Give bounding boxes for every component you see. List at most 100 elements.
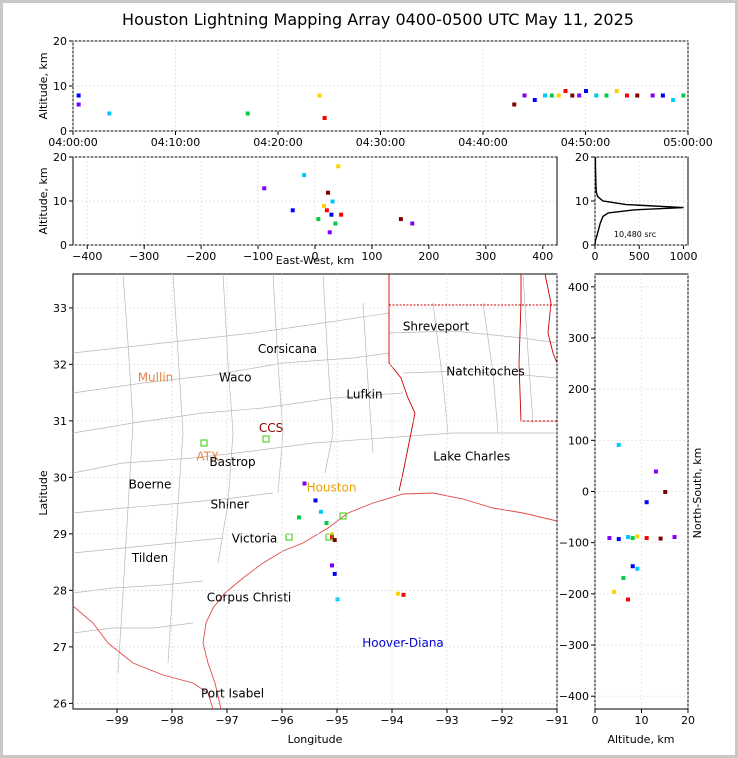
altitude-ns-ylabel: North-South, km — [691, 448, 704, 539]
ew-altitude-point — [316, 217, 321, 222]
time-altitude-point — [107, 111, 112, 116]
time-altitude-xtick-label: 04:30:00 — [356, 136, 405, 149]
map-place-label: Mullin — [138, 370, 174, 384]
time-altitude-point — [681, 93, 686, 98]
altitude-ns-point — [607, 536, 612, 541]
altitude-ns-point — [644, 536, 649, 541]
altitude-histogram-xtick-label: 500 — [629, 250, 650, 263]
ew-altitude-point — [329, 212, 334, 217]
time-altitude-point — [556, 93, 561, 98]
map-ytick-label: 32 — [53, 358, 67, 371]
time-altitude-point — [625, 93, 629, 98]
ew-altitude-xtick-label: 300 — [475, 250, 496, 263]
map-ticks: −99 −98 −97 −96 −95 −94 −93 −92 −91 26 27 28 29 30 31 3… — [53, 274, 569, 727]
ew-altitude-ytick-label: 0 — [60, 239, 67, 252]
coastline — [72, 492, 558, 710]
ew-altitude-ylabel: Altitude, km — [37, 167, 50, 234]
altitude-ns-xtick-label: 0 — [592, 714, 599, 727]
map-ytick-label: 28 — [53, 584, 67, 597]
altitude-ns-point — [658, 536, 663, 541]
time-altitude-xtick-label: 05:00:00 — [663, 136, 712, 149]
ew-altitude-xtick-label: 200 — [418, 250, 439, 263]
altitude-ns-points — [607, 442, 677, 602]
time-altitude-ytick-label: 20 — [53, 35, 67, 48]
ew-altitude-points — [262, 164, 415, 235]
source-count-annotation: 10,480 src — [614, 230, 656, 239]
time-altitude-point — [322, 116, 327, 120]
ew-altitude-point — [322, 203, 327, 208]
altitude-histogram-line — [594, 157, 684, 246]
map-point — [302, 481, 307, 486]
time-altitude-xtick-label: 04:20:00 — [253, 136, 302, 149]
altitude-ns-ytick-label: 400 — [568, 281, 589, 294]
time-altitude-panel: 04:00:00 04:10:00 04:20:00 04:30:00 04:40:00… — [37, 35, 713, 149]
chart-title: Houston Lightning Mapping Array 0400-050… — [122, 10, 634, 29]
altitude-histogram-panel: 0 500 1000 0 10 20 10,480 src — [575, 151, 698, 263]
lma-figure: Houston Lightning Mapping Array 0400-050… — [37, 10, 713, 746]
time-altitude-ytick-label: 0 — [60, 125, 67, 138]
altitude-ns-xtick-label: 10 — [635, 714, 649, 727]
map-place-label: Corsicana — [258, 342, 317, 356]
county-borders — [72, 273, 558, 674]
ew-altitude-xlabel: East-West, km — [276, 254, 354, 267]
map-point — [324, 521, 329, 526]
altitude-ns-point — [635, 534, 640, 539]
time-altitude-xtick-label: 04:50:00 — [561, 136, 610, 149]
map-point — [335, 597, 340, 602]
time-altitude-points — [76, 89, 686, 120]
time-altitude-ylabel: Altitude, km — [37, 52, 50, 119]
map-point — [332, 538, 337, 543]
time-altitude-point — [594, 93, 599, 98]
time-altitude-point — [512, 102, 517, 107]
plan-view-map-panel: Shreveport Corsicana Mullin Waco Natchitoche… — [37, 273, 569, 746]
altitude-ns-point — [635, 566, 640, 571]
map-xtick-label: −99 — [105, 714, 128, 727]
map-xlabel: Longitude — [288, 733, 343, 746]
altitude-ns-point — [630, 536, 635, 541]
map-place-label: Lake Charles — [433, 449, 510, 463]
ew-altitude-point — [410, 221, 415, 226]
map-xtick-label: −95 — [325, 714, 348, 727]
time-altitude-point — [635, 93, 640, 98]
altitude-histogram-xtick-label: 1000 — [670, 250, 698, 263]
map-place-label: Shiner — [211, 497, 250, 511]
time-altitude-point — [650, 93, 655, 98]
altitude-ns-ticks: 0 10 20 −400 −300 −200 −100 0 100 200 300 400 — [559, 274, 695, 727]
map-ytick-label: 33 — [53, 302, 67, 315]
time-altitude-point — [76, 93, 81, 98]
map-point — [319, 509, 323, 514]
altitude-ns-ytick-label: −100 — [559, 537, 589, 550]
altitude-ns-ytick-label: 200 — [568, 383, 589, 396]
map-xtick-label: −96 — [270, 714, 293, 727]
altitude-ns-point — [644, 500, 649, 505]
time-altitude-xtick-label: 04:00:00 — [48, 136, 97, 149]
ew-altitude-point — [330, 199, 335, 204]
ew-altitude-xtick-label: −300 — [129, 250, 159, 263]
time-altitude-point — [570, 93, 575, 98]
time-altitude-point — [660, 93, 665, 98]
map-place-label: Lufkin — [346, 387, 382, 401]
time-altitude-point — [549, 93, 554, 98]
altitude-ns-point — [630, 564, 635, 569]
ew-altitude-xtick-label: 0 — [312, 250, 319, 263]
time-altitude-xtick-label: 04:40:00 — [458, 136, 507, 149]
map-place-label: Shreveport — [403, 319, 470, 333]
map-place-label: ATX — [196, 449, 219, 463]
time-altitude-point — [577, 93, 582, 98]
ew-altitude-point — [326, 190, 331, 195]
map-place-label: Tilden — [131, 551, 168, 565]
map-point — [313, 498, 318, 503]
altitude-histogram-ticks: 0 500 1000 0 10 20 — [575, 151, 698, 263]
ew-altitude-point — [398, 217, 403, 222]
map-ytick-label: 30 — [53, 471, 67, 484]
map-place-label: Victoria — [232, 531, 278, 545]
altitude-ns-ytick-label: −200 — [559, 588, 589, 601]
altitude-ns-ytick-label: 0 — [582, 486, 589, 499]
ew-altitude-point — [336, 164, 341, 169]
ew-altitude-panel: −400 −300 −200 −100 0 100 200 300 400 0 10 20 East-… — [37, 151, 558, 267]
map-place-label: Bastrop — [209, 455, 255, 469]
ew-altitude-ytick-label: 20 — [53, 151, 67, 164]
map-point — [330, 563, 334, 568]
map-point — [297, 515, 301, 520]
map-place-label: Natchitoches — [446, 365, 524, 379]
